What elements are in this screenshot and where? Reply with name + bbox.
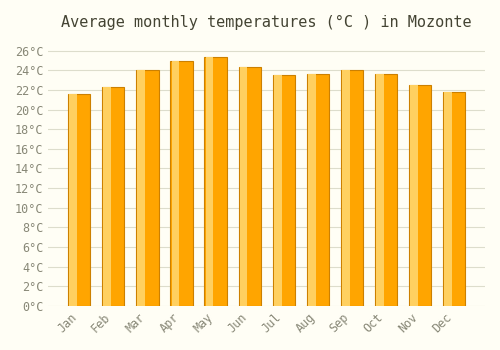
Bar bbox=[341, 70, 363, 306]
Bar bbox=[136, 70, 158, 306]
Bar bbox=[308, 74, 316, 306]
Bar bbox=[375, 74, 397, 306]
Bar bbox=[409, 85, 431, 306]
Bar bbox=[342, 70, 349, 306]
Bar bbox=[410, 85, 418, 306]
Bar bbox=[238, 68, 260, 306]
Bar bbox=[443, 92, 465, 306]
Bar bbox=[306, 74, 329, 306]
Bar bbox=[240, 68, 248, 306]
Bar bbox=[444, 92, 452, 306]
Bar bbox=[172, 61, 179, 306]
Bar bbox=[376, 74, 384, 306]
Bar bbox=[102, 87, 124, 306]
Bar bbox=[68, 94, 90, 306]
Bar bbox=[274, 75, 281, 306]
Bar bbox=[272, 75, 295, 306]
Bar bbox=[204, 57, 227, 306]
Bar bbox=[104, 87, 111, 306]
Bar bbox=[138, 70, 145, 306]
Bar bbox=[70, 94, 77, 306]
Title: Average monthly temperatures (°C ) in Mozonte: Average monthly temperatures (°C ) in Mo… bbox=[62, 15, 472, 30]
Bar bbox=[206, 57, 214, 306]
Bar bbox=[170, 61, 192, 306]
